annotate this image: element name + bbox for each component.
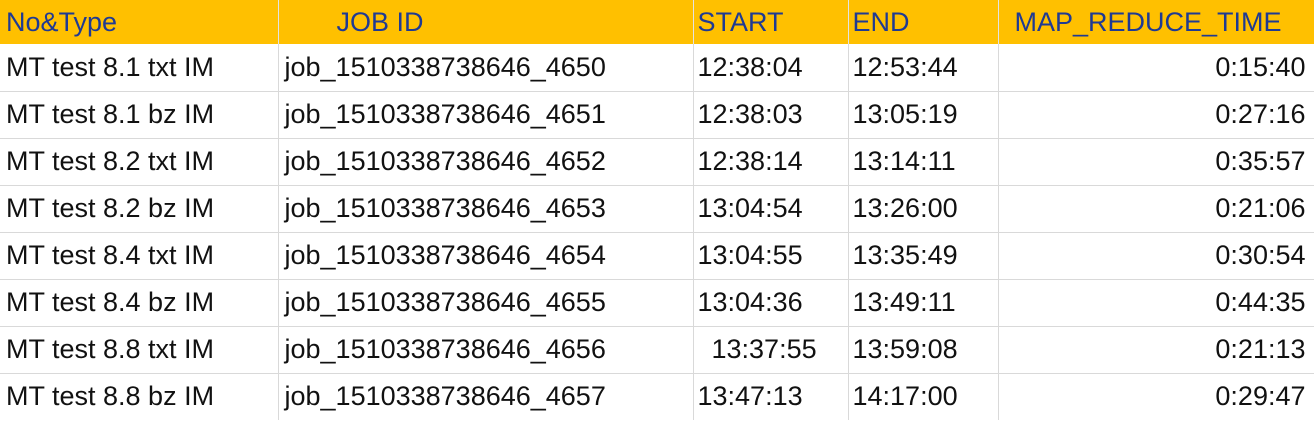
cell-map-reduce-time[interactable]: 0:21:13: [998, 326, 1314, 374]
cell-map-reduce-time[interactable]: 0:15:40: [998, 44, 1314, 92]
table-row: MT test 8.1 txt IM job_1510338738646_4650…: [0, 44, 1314, 92]
table-row: MT test 8.8 bz IM job_1510338738646_4657 1…: [0, 373, 1314, 420]
cell-job-id[interactable]: job_1510338738646_4657: [278, 373, 694, 420]
header-start[interactable]: START: [693, 0, 849, 44]
cell-no-type[interactable]: MT test 8.1 bz IM: [0, 91, 279, 139]
header-row: No&Type JOB ID START END MAP_REDUCE_TIME: [0, 0, 1314, 44]
cell-end[interactable]: 13:59:08: [848, 326, 999, 374]
cell-map-reduce-time[interactable]: 0:44:35: [998, 279, 1314, 327]
cell-no-type[interactable]: MT test 8.2 txt IM: [0, 138, 279, 186]
cell-job-id[interactable]: job_1510338738646_4652: [278, 138, 694, 186]
cell-job-id[interactable]: job_1510338738646_4651: [278, 91, 694, 139]
header-map-reduce-time[interactable]: MAP_REDUCE_TIME: [998, 0, 1314, 44]
cell-no-type[interactable]: MT test 8.4 txt IM: [0, 232, 279, 280]
cell-end[interactable]: 13:49:11: [848, 279, 999, 327]
cell-no-type[interactable]: MT test 8.2 bz IM: [0, 185, 279, 233]
cell-no-type[interactable]: MT test 8.4 bz IM: [0, 279, 279, 327]
cell-map-reduce-time[interactable]: 0:27:16: [998, 91, 1314, 139]
cell-start[interactable]: 13:04:54: [693, 185, 849, 233]
table-row: MT test 8.2 txt IM job_1510338738646_4652…: [0, 138, 1314, 186]
cell-job-id[interactable]: job_1510338738646_4653: [278, 185, 694, 233]
cell-end[interactable]: 14:17:00: [848, 373, 999, 420]
cell-map-reduce-time[interactable]: 0:35:57: [998, 138, 1314, 186]
cell-end[interactable]: 13:05:19: [848, 91, 999, 139]
header-job-id[interactable]: JOB ID: [278, 0, 694, 44]
cell-start[interactable]: 13:04:36: [693, 279, 849, 327]
cell-no-type[interactable]: MT test 8.1 txt IM: [0, 44, 279, 92]
cell-job-id[interactable]: job_1510338738646_4650: [278, 44, 694, 92]
table-row: MT test 8.8 txt IM job_1510338738646_4656…: [0, 326, 1314, 374]
cell-start[interactable]: 12:38:14: [693, 138, 849, 186]
cell-job-id[interactable]: job_1510338738646_4655: [278, 279, 694, 327]
cell-start[interactable]: 12:38:03: [693, 91, 849, 139]
cell-end[interactable]: 13:26:00: [848, 185, 999, 233]
cell-start[interactable]: 13:37:55: [693, 326, 849, 374]
cell-start[interactable]: 12:38:04: [693, 44, 849, 92]
cell-no-type[interactable]: MT test 8.8 txt IM: [0, 326, 279, 374]
cell-end[interactable]: 12:53:44: [848, 44, 999, 92]
table-row: MT test 8.2 bz IM job_1510338738646_4653 1…: [0, 185, 1314, 233]
cell-no-type[interactable]: MT test 8.8 bz IM: [0, 373, 279, 420]
header-end[interactable]: END: [848, 0, 999, 44]
cell-map-reduce-time[interactable]: 0:21:06: [998, 185, 1314, 233]
cell-job-id[interactable]: job_1510338738646_4656: [278, 326, 694, 374]
cell-start[interactable]: 13:47:13: [693, 373, 849, 420]
header-no-type[interactable]: No&Type: [0, 0, 279, 44]
cell-end[interactable]: 13:14:11: [848, 138, 999, 186]
cell-end[interactable]: 13:35:49: [848, 232, 999, 280]
cell-map-reduce-time[interactable]: 0:29:47: [998, 373, 1314, 420]
table-row: MT test 8.4 txt IM job_1510338738646_4654…: [0, 232, 1314, 280]
cell-start[interactable]: 13:04:55: [693, 232, 849, 280]
table-row: MT test 8.1 bz IM job_1510338738646_4651 1…: [0, 91, 1314, 139]
cell-job-id[interactable]: job_1510338738646_4654: [278, 232, 694, 280]
table-row: MT test 8.4 bz IM job_1510338738646_4655 1…: [0, 279, 1314, 327]
cell-map-reduce-time[interactable]: 0:30:54: [998, 232, 1314, 280]
